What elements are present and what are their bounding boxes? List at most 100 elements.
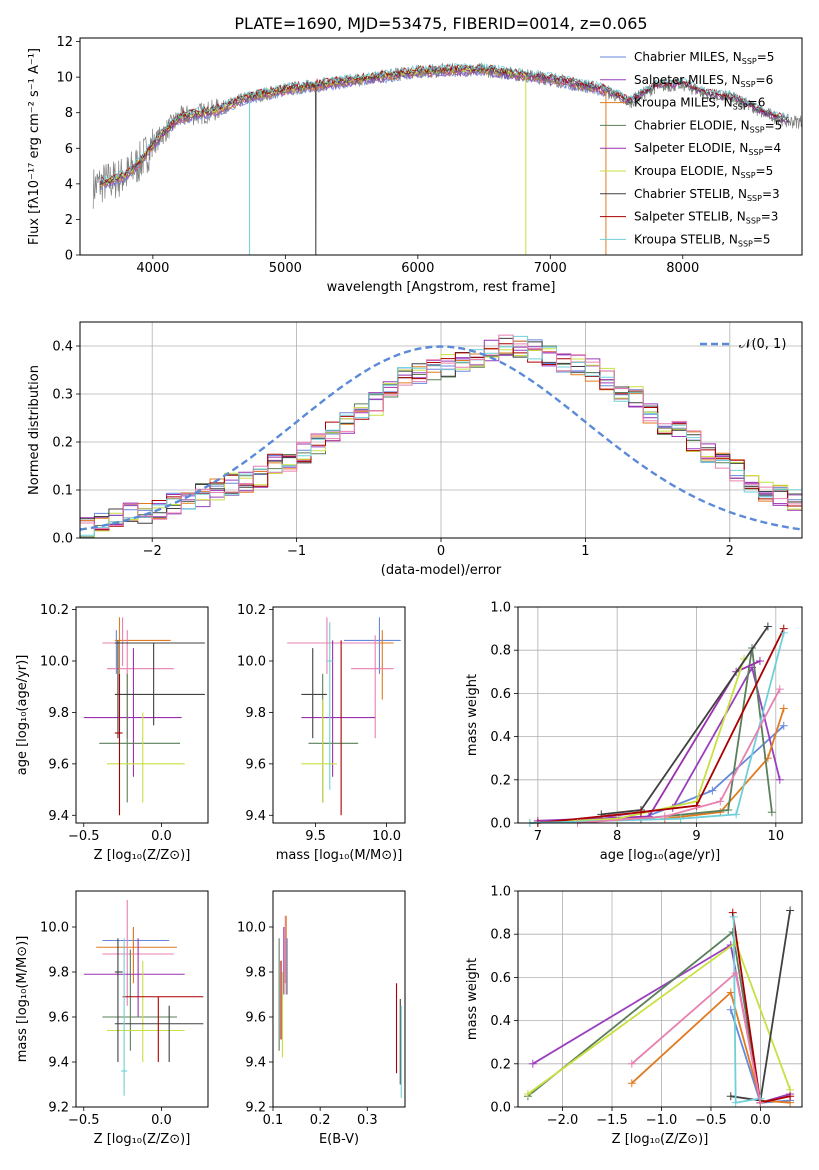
legend-entry-subscript: SSP [742,57,757,66]
z_age-ylabel: age [log₁₀(age/yr)] [15,655,30,776]
z_mass-tick-label-y: 9.6 [48,1011,69,1026]
age_weight-plot-area [525,622,788,827]
ebv_mass-xlabel: E(B-V) [319,1132,359,1147]
legend-entry: Chabrier ELODIE, NSSP=5 [634,118,782,134]
age_weight-tick-label-y: 0.6 [490,687,511,702]
legend-entry-label: Salpeter MILES, N [634,73,741,87]
spectrum-model-line [99,64,790,186]
age_weight-point-marker [763,622,772,631]
age_weight-point-marker [636,808,645,817]
z_mass-frame [75,890,209,1108]
age_weight-panel [514,606,803,827]
age_weight-tick-label-x: 7 [534,829,542,844]
histogram-plot-area [79,334,803,539]
z_weight-point-marker [731,938,740,947]
z_weight-tick-label-x: −0.5 [695,1113,727,1128]
age_weight-point-marker [767,808,776,817]
age_weight-point-marker [724,806,733,815]
legend-entry-label: Chabrier ELODIE, N [634,118,750,132]
age_weight-point-marker [708,786,717,795]
ebv_mass-tick-label-y: 9.4 [245,1056,266,1071]
legend-entry-label: Salpeter STELIB, N [634,210,746,224]
legend-entry: Kroupa MILES, NSSP=6 [634,96,765,112]
z_mass-panel [72,890,209,1111]
legend-entry-label: Kroupa MILES, N [634,96,733,110]
z_weight-point-marker [627,1079,636,1088]
age_weight-ylabel: mass weight [465,674,480,756]
legend-entry-subscript: SSP [741,171,756,180]
age_weight-point-marker [755,657,764,665]
z_age-tick-label-x: 0.0 [151,829,172,844]
ebv_mass-tick-label-x: 0.3 [357,1113,378,1128]
histogram-panel [76,321,803,542]
legend-entry: Salpeter STELIB, NSSP=3 [634,210,778,226]
legend-entry-label: Salpeter ELODIE, N [634,141,748,155]
spectrum-model-line [99,62,790,184]
age_weight-point-marker [660,812,669,821]
z_weight-point-marker [627,1059,636,1068]
spectrum-tick-label-y: 10 [56,71,73,86]
histogram-tick-label-y: 0.3 [52,388,73,403]
spectrum-tick-label-x: 4000 [136,261,169,276]
mass_age-tick-label-y: 10.2 [237,603,266,618]
histogram-frame [79,321,803,539]
mass_age-plot-area [287,617,401,816]
histogram-tick-label-y: 0.0 [52,532,73,547]
z_weight-point-marker [729,912,738,921]
spectrum-model-line [99,67,607,189]
z_weight-point-marker [786,1092,795,1101]
age_weight-tick-label-y: 0.8 [490,644,511,659]
legend-entry: Chabrier MILES, NSSP=5 [634,50,774,66]
ebv_mass-frame [272,890,406,1108]
mass_age-tick-label-x: 10.0 [372,829,401,844]
age_weight-series-line [640,647,773,820]
z_mass-xlabel: Z [log₁₀(Z/Z⊙)] [94,1132,191,1147]
legend-entry-subscript: SSP [750,125,765,134]
histogram-tick-label-y: 0.2 [52,436,73,451]
mass_age-tick-label-y: 9.6 [245,757,266,772]
z_weight-series-line [731,912,791,1104]
histogram-tick-label-x: −1 [287,544,306,559]
z_age-frame [75,606,209,824]
legend-entry-subscript: SSP [746,217,761,226]
age_weight-series-line [577,688,781,824]
z_age-tick-label-y: 9.8 [48,706,69,721]
z_weight-point-marker [731,1098,740,1107]
histogram-tick-label-y: 0.4 [52,340,73,355]
histogram-tick-label-y: 0.1 [52,484,73,499]
z_weight-plot-area [523,906,795,1107]
legend-entry-subscript: SSP [741,80,756,89]
z_weight-point-marker [728,908,737,917]
legend-entry-value: =6 [756,73,774,87]
mass_age-xlabel: mass [log₁₀(M/M⊙)] [276,848,403,863]
z_weight-point-marker [726,988,735,997]
age_weight-frame [517,606,803,824]
age_weight-xlabel: age [log₁₀(age/yr)] [600,848,721,863]
legend-entry-label: Chabrier MILES, N [634,50,742,64]
histogram-tick-label-x: 1 [581,544,589,559]
ebv_mass-panel [269,890,406,1111]
ebv_mass-tick-label-y: 10.0 [237,921,266,936]
spectrum-model-line [99,65,790,187]
z_weight-point-marker [523,1090,532,1099]
spectrum-tick-label-y: 4 [65,177,73,192]
z_age-xlabel: Z [log₁₀(Z/Z⊙)] [94,848,191,863]
age_weight-series-line [529,658,745,824]
z_age-plot-area [83,617,205,816]
spectrum-tick-label-y: 8 [65,106,73,121]
age_weight-point-marker [775,685,784,694]
z_weight-frame [517,890,803,1108]
z_mass-plot-area [83,900,204,1096]
histogram-tick-label-x: 0 [437,544,445,559]
age_weight-point-marker [676,814,685,823]
legend-entry-value: =3 [762,187,780,201]
z_weight-tick-label-x: −1.0 [646,1113,678,1128]
legend-entry-value: =3 [761,210,779,224]
z_weight-point-marker [731,969,740,978]
spectrum-frame [79,37,803,256]
age_weight-series-line [529,632,785,824]
legend-entry-value: =5 [753,232,771,246]
z_mass-tick-label-y: 9.4 [48,1056,69,1071]
spectrum-tick-label-x: 7000 [534,261,567,276]
